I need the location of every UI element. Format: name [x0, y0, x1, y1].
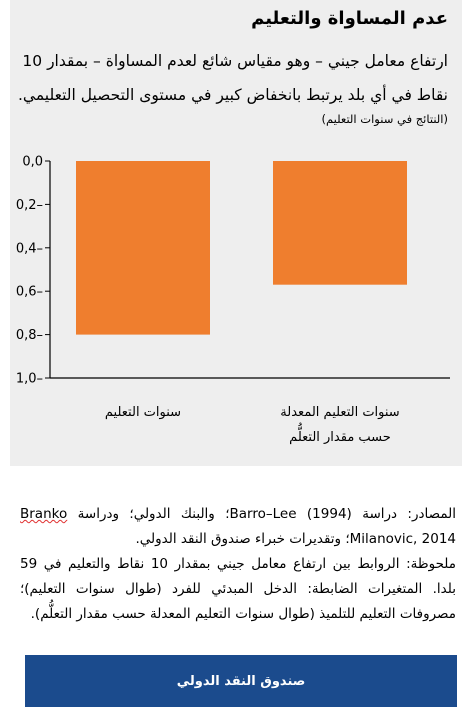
sources-line2: Milanovic, 2014؛ وتقديرات خبراء صندوق ال… — [135, 531, 456, 547]
y-tick-label: 0,0 — [22, 155, 43, 170]
chart-subtitle: ارتفاع معامل جيني – وهو مقياس شائع لعدم … — [18, 52, 448, 104]
y-tick-label: 0,8– — [16, 328, 43, 343]
bar-chart: 0,0 0,2– 0,4– 0,6– 0,8– 1,0– سنوات التعليم سنوا… — [16, 155, 450, 445]
imf-footer-label: صندوق النقد الدولي — [176, 673, 306, 689]
x-category-label: سنوات التعليم — [105, 405, 181, 420]
y-tick-label: 0,2– — [16, 198, 43, 213]
chart-panel: عدم المساواة والتعليم ارتفاع معامل جيني … — [10, 0, 462, 466]
imf-footer-button[interactable]: صندوق النقد الدولي — [25, 655, 457, 707]
y-tick-label: 1,0– — [16, 372, 43, 387]
y-tick-label: 0,6– — [16, 285, 43, 300]
bar-1 — [76, 161, 210, 335]
y-tick-label: 0,4– — [16, 241, 43, 256]
chart-title: عدم المساواة والتعليم — [251, 8, 448, 29]
bar-2 — [273, 161, 407, 285]
sources-line1: المصادر: دراسة Barro–Lee (1994)؛ والبنك … — [77, 506, 456, 522]
sources-notes: المصادر: دراسة Barro–Lee (1994)؛ والبنك … — [20, 502, 456, 627]
sources-author-name: Branko — [20, 506, 68, 522]
x-category-label: سنوات التعليم المعدلة — [280, 405, 399, 420]
unit-note: (النتائج في سنوات التعليم) — [321, 112, 448, 126]
sources-text: المصادر: دراسة Barro–Lee (1994)؛ والبنك … — [20, 502, 456, 552]
x-category-label: حسب مقدار التعلُّم — [289, 422, 391, 445]
note-text: ملحوظة: الروابط بين ارتفاع معامل جيني بم… — [20, 556, 456, 622]
